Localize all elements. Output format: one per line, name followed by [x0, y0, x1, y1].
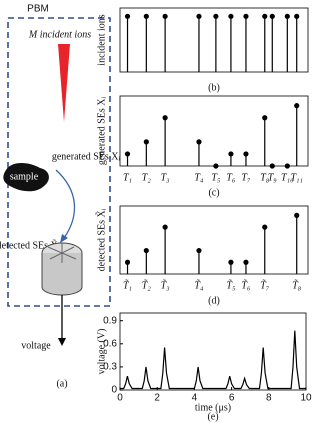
stem-marker — [143, 247, 149, 254]
stem-marker — [196, 247, 202, 254]
y-tick-label: 0.9 — [103, 315, 117, 326]
axes-frame — [119, 95, 309, 167]
stem-marker — [243, 259, 249, 265]
pbm-box — [7, 17, 111, 307]
y-axis-label: incident ions — [96, 14, 107, 65]
stem-marker — [162, 13, 168, 19]
stem-marker — [269, 163, 275, 169]
se-arrowhead — [60, 234, 68, 243]
stem-label: T₅ — [211, 172, 221, 183]
stem-marker — [243, 13, 249, 19]
y-axis-label: generated SEs Xᵢ — [96, 96, 107, 165]
x-axis-label: time (μs) — [195, 402, 231, 413]
se-path — [55, 169, 76, 239]
sample-label: sample — [10, 171, 39, 182]
stem-marker — [262, 115, 268, 121]
stem-label: T̃₅ — [226, 279, 236, 292]
generated-label: generated SEs Xᵢ — [52, 151, 121, 162]
x-tick-label: 8 — [266, 393, 272, 404]
stem-label: T̃₁ — [123, 279, 132, 292]
stem-marker — [124, 13, 131, 19]
y-axis-label: detected SEs X̃ᵢ — [94, 208, 107, 271]
stem-label: T̃₆ — [241, 279, 251, 292]
stem-marker — [294, 13, 300, 19]
panel-label: (a) — [56, 378, 67, 389]
stem-label: T₃ — [161, 172, 171, 183]
pbm-title: PBM — [27, 4, 49, 15]
stem-marker — [196, 139, 202, 145]
stem-marker — [124, 151, 131, 157]
x-tick-label: 2 — [154, 393, 160, 404]
stem-marker — [162, 115, 168, 121]
y-tick-label: 0.6 — [103, 338, 117, 349]
y-tick-label: 0 — [111, 385, 117, 396]
stem-label: T₁ — [123, 172, 132, 183]
x-tick-label: 4 — [192, 393, 198, 404]
stem-marker — [269, 13, 275, 19]
panel-label: (c) — [208, 187, 219, 198]
panel-label: (d) — [208, 295, 220, 306]
stem-marker — [213, 163, 219, 169]
stem-marker — [284, 163, 290, 169]
stem-label: T₈ — [260, 172, 270, 183]
stem-label: T₇ — [241, 172, 251, 183]
stem-marker — [284, 13, 290, 19]
stem-label: T₁₀ — [281, 172, 294, 183]
stem-marker — [228, 151, 234, 157]
stem-marker — [228, 13, 234, 19]
stem-marker — [294, 103, 300, 109]
stem-marker — [162, 224, 168, 230]
stem-marker — [213, 13, 219, 19]
panel-label: (b) — [208, 82, 220, 93]
detector-body — [41, 253, 83, 296]
x-tick-label: 10 — [300, 393, 312, 404]
y-tick-label: 0.3 — [103, 362, 117, 373]
output-label: voltage — [21, 340, 51, 351]
stem-marker — [196, 13, 202, 19]
stem-marker — [243, 151, 249, 157]
stem-marker — [143, 139, 149, 145]
axes-frame — [119, 312, 307, 391]
axes-frame — [119, 7, 309, 73]
ion-beam — [58, 44, 70, 122]
stem-label: T₄ — [194, 172, 204, 183]
stem-label: T̃₈ — [292, 279, 302, 292]
stem-label: T̃₄ — [194, 279, 204, 292]
voltage-line — [120, 330, 306, 390]
stem-marker — [124, 259, 131, 265]
panel-label: (e) — [207, 411, 218, 422]
x-tick-label: 0 — [117, 393, 123, 404]
stem-marker — [228, 259, 234, 265]
stem-label: T̃₃ — [161, 279, 171, 292]
axes-frame — [119, 205, 309, 275]
output-arrowhead — [58, 338, 66, 346]
stem-marker — [143, 13, 149, 19]
x-tick-label: 6 — [229, 393, 235, 404]
stem-marker — [262, 13, 268, 19]
stem-label: T₂ — [142, 172, 152, 183]
stem-label: T₉ — [268, 172, 278, 183]
stem-label: T̃₂ — [142, 279, 152, 292]
beam-label: M incident ions — [28, 29, 91, 40]
stem-marker — [262, 224, 268, 230]
sample-shape — [3, 163, 49, 192]
detector-mesh — [47, 243, 77, 263]
stem-marker — [294, 212, 300, 218]
stem-label: T₆ — [226, 172, 236, 183]
y-axis-label: voltage (V) — [96, 329, 107, 375]
stem-label: T̃₇ — [260, 279, 270, 292]
stem-label: T₁₁ — [290, 172, 303, 183]
